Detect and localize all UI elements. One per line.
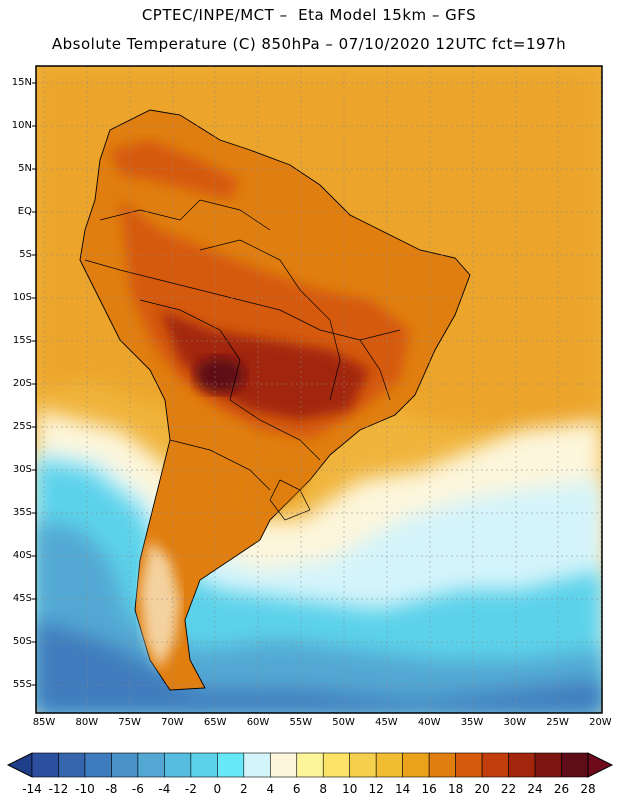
colorbar-label: -10 [75,782,95,796]
colorbar-label: 6 [292,782,301,796]
colorbar-label: 2 [239,782,248,796]
colorbar-label: 28 [580,782,596,796]
colorbar-swatch [269,752,298,778]
colorbar-label: 12 [368,782,384,796]
colorbar-label: 4 [266,782,275,796]
colorbar-swatch [296,752,324,778]
colorbar-label: 8 [319,782,328,796]
colorbar-swatch [217,752,245,778]
colorbar-swatch [428,752,456,778]
map-frame [35,65,603,714]
lon-label: 50W [332,717,355,728]
colorbar-swatch [243,752,271,778]
lat-label: 25S [12,421,32,432]
lat-label: 50S [12,636,32,647]
lon-label: 35W [460,717,484,728]
lon-label: 65W [203,717,227,728]
colorbar-swatch [164,752,192,778]
lon-label: 75W [118,717,141,728]
colorbar-label: 24 [527,782,543,796]
colorbar-swatch [534,752,562,778]
colorbar-label: 14 [395,782,411,796]
colorbar-swatch [190,752,218,778]
colorbar-label: -4 [158,782,171,796]
colorbar-label: 20 [474,782,490,796]
colorbar-max-arrow [587,752,614,778]
colorbar-label: 0 [213,782,222,796]
colorbar-label: 10 [342,782,358,796]
colorbar-label: 16 [421,782,437,796]
lon-label: 70W [161,717,184,728]
lon-label: 45W [375,717,398,728]
colorbar [6,752,614,778]
lat-label: 5S [19,249,32,260]
colorbar-label: -2 [184,782,197,796]
colorbar-swatch [375,752,403,778]
lat-label: 40S [12,550,32,561]
colorbar-label: -8 [105,782,118,796]
colorbar-label: 18 [447,782,464,796]
map-title-line1: CPTEC/INPE/MCT – Eta Model 15km – GFS [141,6,477,24]
lon-label: 20W [589,717,612,728]
lat-label: 5N [18,163,32,174]
lat-label: EQ [17,206,32,217]
colorbar-swatch [402,752,430,778]
lat-label: 20S [12,378,32,389]
lat-label: 10N [11,120,32,131]
graticule [36,66,602,713]
lon-label: 80W [75,717,99,728]
colorbar-swatch [322,752,351,778]
colorbar-swatch [84,752,112,778]
colorbar-swatch [111,752,139,778]
lat-label: 30S [12,464,32,475]
lat-label: 35S [12,507,32,518]
lat-label: 15S [12,335,32,346]
colorbar-swatch [31,752,59,778]
colorbar-min-arrow [6,752,33,778]
map-title-line2: Absolute Temperature (C) 850hPa – 07/10/… [51,35,567,53]
colorbar-label: -12 [48,782,69,796]
lon-label: 85W [32,717,56,728]
lon-label: 55W [289,717,313,728]
lon-label: 40W [417,717,441,728]
colorbar-swatch [137,752,165,778]
colorbar-label: 22 [500,782,517,796]
colorbar-swatch [349,752,377,778]
lon-label: 25W [546,717,569,728]
lat-label: 55S [12,679,32,690]
colorbar-swatch [508,752,536,778]
colorbar-label: 26 [553,782,570,796]
colorbar-label: -14 [22,782,42,796]
colorbar-swatch [481,752,509,778]
lat-label: 15N [11,77,32,88]
lon-label: 60W [246,717,270,728]
lat-label: 10S [12,292,32,303]
lat-label: 45S [12,593,32,604]
lon-label: 30W [503,717,527,728]
colorbar-swatch [455,752,483,778]
colorbar-swatch [561,752,589,778]
colorbar-swatch [58,752,86,778]
colorbar-label: -6 [131,782,144,796]
